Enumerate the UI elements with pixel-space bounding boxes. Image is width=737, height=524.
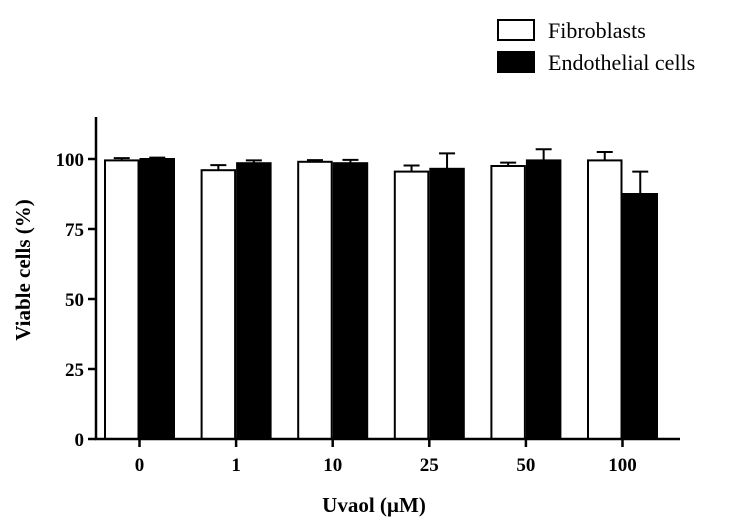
legend-label-fibroblasts: Fibroblasts: [548, 18, 646, 43]
y-tick-label: 75: [65, 220, 84, 241]
y-tick-label: 100: [56, 150, 85, 171]
legend-swatch-endothelial: [497, 51, 535, 73]
bar-fibroblasts-10: [297, 160, 333, 441]
ticks-layer: 0 25 50 75 100 0 1 10 25 50 100: [56, 150, 637, 476]
bar-fibroblasts-0: [104, 159, 140, 440]
x-tick-label: 25: [420, 455, 439, 476]
legend-label-endothelial: Endothelial cells: [548, 50, 695, 75]
bar-fibroblasts-50: [490, 165, 526, 440]
x-tick-label: 0: [135, 455, 145, 476]
bar-endothelial-100: [622, 193, 658, 440]
bar-endothelial-1: [236, 162, 272, 440]
bar-fibroblasts-1: [200, 169, 237, 440]
y-tick-label: 25: [65, 360, 84, 381]
bar-endothelial-0: [139, 158, 175, 440]
x-tick-label: 10: [323, 455, 342, 476]
bars-layer: [104, 148, 658, 441]
x-tick-label: 1: [231, 455, 241, 476]
legend: Fibroblasts Endothelial cells: [497, 18, 695, 75]
x-tick-label: 50: [516, 455, 535, 476]
y-tick-label: 50: [65, 290, 84, 311]
bar-endothelial-10: [332, 162, 369, 440]
bar-fibroblasts-100: [587, 159, 623, 440]
bar-fibroblasts-25: [393, 170, 430, 440]
bar-endothelial-25: [429, 167, 465, 441]
y-axis-title: Viable cells (%): [11, 199, 35, 341]
y-tick-label: 0: [75, 430, 85, 451]
axes-layer: [94, 117, 680, 441]
x-axis-title: Uvaol (µM): [322, 493, 426, 517]
bar-endothelial-50: [525, 159, 562, 440]
legend-swatch-fibroblasts: [497, 19, 535, 41]
x-tick-label: 100: [608, 455, 637, 476]
